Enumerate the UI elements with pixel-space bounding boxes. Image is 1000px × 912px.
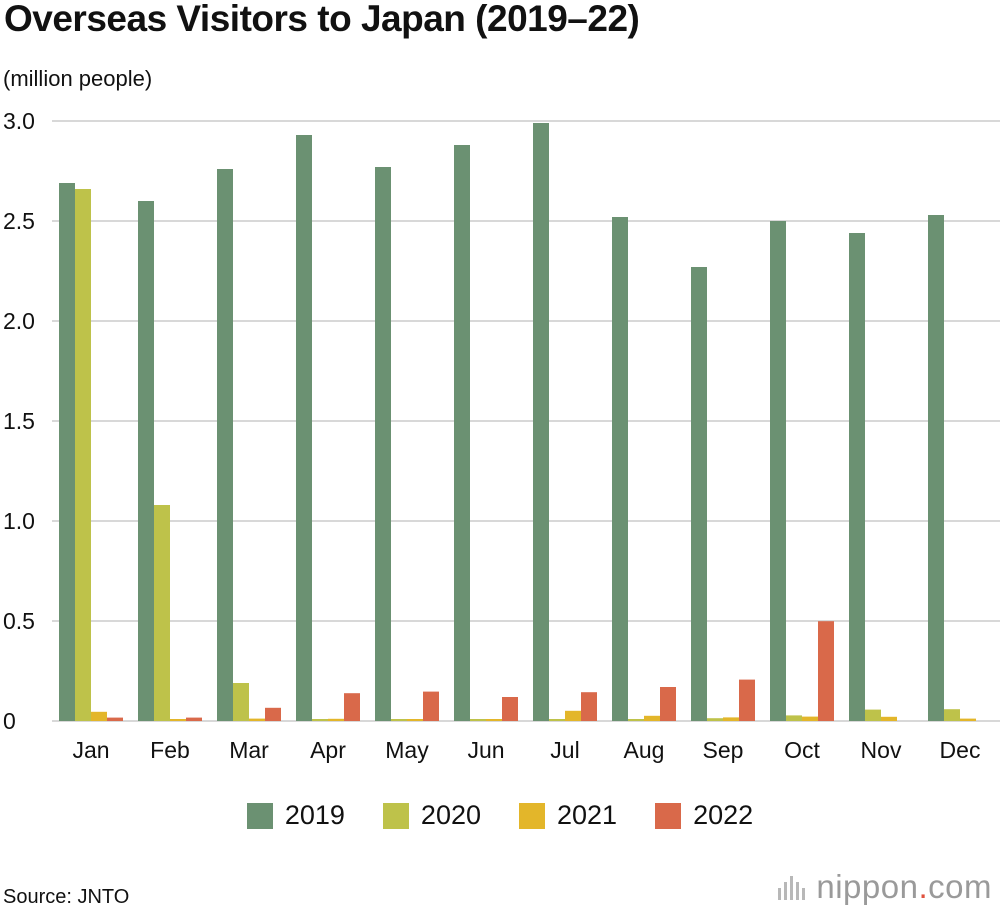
bar-jun-2020	[470, 719, 486, 721]
bar-dec-2021	[960, 718, 976, 721]
y-tick-label: 0.5	[3, 608, 35, 634]
bar-sep-2019	[691, 267, 707, 721]
bar-oct-2022	[818, 621, 834, 721]
y-tick-label: 2.5	[3, 208, 35, 234]
bar-feb-2019	[138, 201, 154, 721]
y-axis-unit-label: (million people)	[3, 66, 153, 91]
x-tick-label: Apr	[310, 737, 346, 763]
bars	[59, 123, 976, 721]
x-tick-label: Sep	[703, 737, 744, 763]
legend: 2019 2020 2021 2022	[0, 800, 1000, 831]
legend-swatch	[655, 802, 682, 829]
legend-label: 2022	[693, 800, 754, 830]
bar-mar-2022	[265, 707, 281, 721]
bar-apr-2019	[296, 135, 312, 721]
bar-jan-2019	[59, 183, 75, 721]
x-tick-label: Jul	[550, 737, 579, 763]
source-note: Source: JNTO	[3, 886, 130, 908]
bar-jan-2020	[75, 189, 91, 721]
bar-may-2022	[423, 691, 439, 721]
nippon-logo-mark-icon	[778, 874, 808, 900]
x-axis-ticks: Jan Feb Mar Apr May Jun Jul Aug Sep Oct Nov Dec	[72, 737, 980, 763]
legend-label: 2019	[284, 800, 345, 830]
bar-jan-2022	[107, 717, 123, 721]
bar-feb-2020	[154, 505, 170, 721]
legend-item-2020: 2020	[382, 800, 481, 831]
gridlines	[52, 120, 1000, 722]
x-tick-label: Dec	[940, 737, 981, 763]
bar-mar-2020	[233, 683, 249, 721]
legend-label: 2020	[420, 800, 481, 830]
bar-jan-2021	[91, 711, 107, 721]
y-tick-label: 0	[3, 708, 16, 734]
x-tick-label: May	[385, 737, 429, 763]
nippon-logo: nippon.com	[778, 868, 992, 906]
bar-jul-2020	[549, 719, 565, 721]
bar-jul-2021	[565, 710, 581, 721]
bar-aug-2021	[644, 715, 660, 721]
bar-jul-2019	[533, 123, 549, 721]
bar-mar-2019	[217, 169, 233, 721]
legend-label: 2021	[557, 800, 618, 830]
bar-sep-2020	[707, 718, 723, 721]
bar-oct-2019	[770, 221, 786, 721]
bar-nov-2020	[865, 709, 881, 721]
x-tick-label: Jan	[72, 737, 109, 763]
bar-may-2019	[375, 167, 391, 721]
bar-apr-2020	[312, 719, 328, 721]
bar-feb-2022	[186, 717, 202, 721]
bar-jun-2019	[454, 145, 470, 721]
bar-jun-2022	[502, 697, 518, 721]
y-tick-label: 1.0	[3, 508, 35, 534]
bar-mar-2021	[249, 718, 265, 721]
bar-may-2020	[391, 719, 407, 721]
legend-swatch	[519, 802, 545, 829]
bar-jun-2021	[486, 719, 502, 721]
bar-dec-2020	[944, 709, 960, 721]
bar-aug-2019	[612, 217, 628, 721]
x-tick-label: Oct	[784, 737, 820, 763]
y-axis-ticks: 0 0.5 1.0 1.5 2.0 2.5 3.0	[3, 108, 35, 734]
x-tick-label: Jun	[467, 737, 504, 763]
y-tick-label: 2.0	[3, 308, 35, 334]
legend-item-2022: 2022	[655, 800, 753, 831]
legend-item-2019: 2019	[246, 800, 345, 831]
bar-sep-2021	[723, 717, 739, 721]
x-tick-label: Nov	[861, 737, 902, 763]
bar-chart: 0 0.5 1.0 1.5 2.0 2.5 3.0 Jan Feb Mar Apr May Jun Ju…	[3, 108, 1000, 763]
bar-apr-2021	[328, 718, 344, 721]
y-tick-label: 1.5	[3, 408, 35, 434]
x-tick-label: Aug	[624, 737, 665, 763]
bar-oct-2021	[802, 716, 818, 721]
bar-aug-2022	[660, 687, 676, 721]
bar-nov-2021	[881, 716, 897, 721]
bar-dec-2019	[928, 215, 944, 721]
bar-feb-2021	[170, 719, 186, 721]
x-tick-label: Feb	[150, 737, 190, 763]
bar-apr-2022	[344, 693, 360, 721]
bar-aug-2020	[628, 719, 644, 721]
nippon-logo-text: nippon.com	[816, 868, 992, 905]
legend-swatch	[246, 802, 273, 829]
legend-swatch	[382, 802, 409, 829]
bar-jul-2022	[581, 692, 597, 721]
x-tick-label: Mar	[229, 737, 269, 763]
bar-nov-2019	[849, 233, 865, 721]
chart-title: Overseas Visitors to Japan (2019–22)	[4, 0, 640, 39]
bar-oct-2020	[786, 715, 802, 721]
legend-item-2021: 2021	[519, 800, 617, 831]
y-tick-label: 3.0	[3, 108, 35, 134]
bar-sep-2022	[739, 679, 755, 721]
bar-may-2021	[407, 719, 423, 721]
